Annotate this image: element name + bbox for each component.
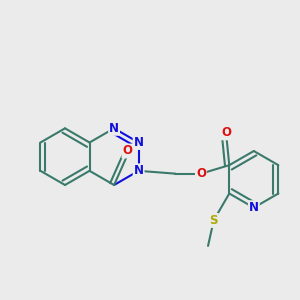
Text: N: N [249,201,259,214]
Text: O: O [122,145,132,158]
Text: N: N [109,122,119,135]
Text: O: O [196,167,206,180]
Text: N: N [134,164,144,177]
Text: N: N [134,136,144,149]
Text: S: S [209,214,218,227]
Text: O: O [221,126,231,139]
